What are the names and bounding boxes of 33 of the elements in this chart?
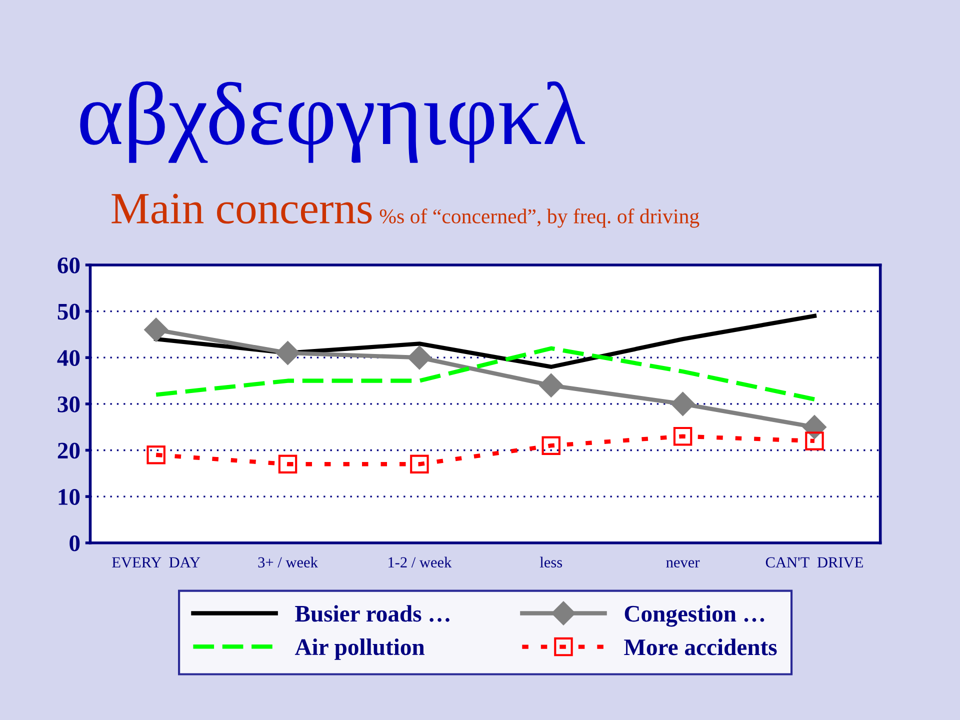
y-tick-label: 50 (58, 304, 80, 320)
point (276, 341, 300, 365)
text: %s of “concerned”, by freq. of driving (380, 208, 700, 228)
point (278, 454, 298, 474)
x-tick-label: never (666, 560, 700, 568)
point (805, 432, 824, 450)
y-tick-label: 30 (58, 396, 80, 412)
point (673, 426, 692, 446)
point (539, 374, 563, 398)
legend-label: More accidents (624, 638, 777, 656)
y-tick-label: 20 (58, 442, 80, 459)
legend-label: Busier roads … (295, 605, 450, 622)
y-tick-label: 60 (58, 257, 80, 274)
point (670, 392, 695, 416)
x-tick-label: EVERY DAY (112, 557, 200, 568)
y-tick-label: 40 (57, 350, 80, 366)
point (146, 445, 166, 464)
point (144, 318, 168, 342)
x-tick-label: CAN'T DRIVE (766, 557, 863, 568)
point (408, 346, 432, 370)
y-tick-label: 0 (70, 535, 80, 552)
legend-label: Congestion … (624, 605, 764, 627)
chart-subtitle: Main concerns (112, 194, 372, 224)
y-tick-label: 10 (58, 489, 80, 505)
x-tick-label: 1-2 / week (388, 556, 452, 568)
x-tick-label: 3+ / week (258, 556, 318, 568)
chart-title: αβχδεφγηιφκλ (80, 81, 585, 163)
x-tick-label: less (540, 556, 562, 568)
point (542, 436, 560, 455)
point (802, 415, 826, 439)
point (410, 454, 429, 474)
legend-label: Air pollution (294, 638, 425, 660)
line-series (154, 346, 817, 402)
